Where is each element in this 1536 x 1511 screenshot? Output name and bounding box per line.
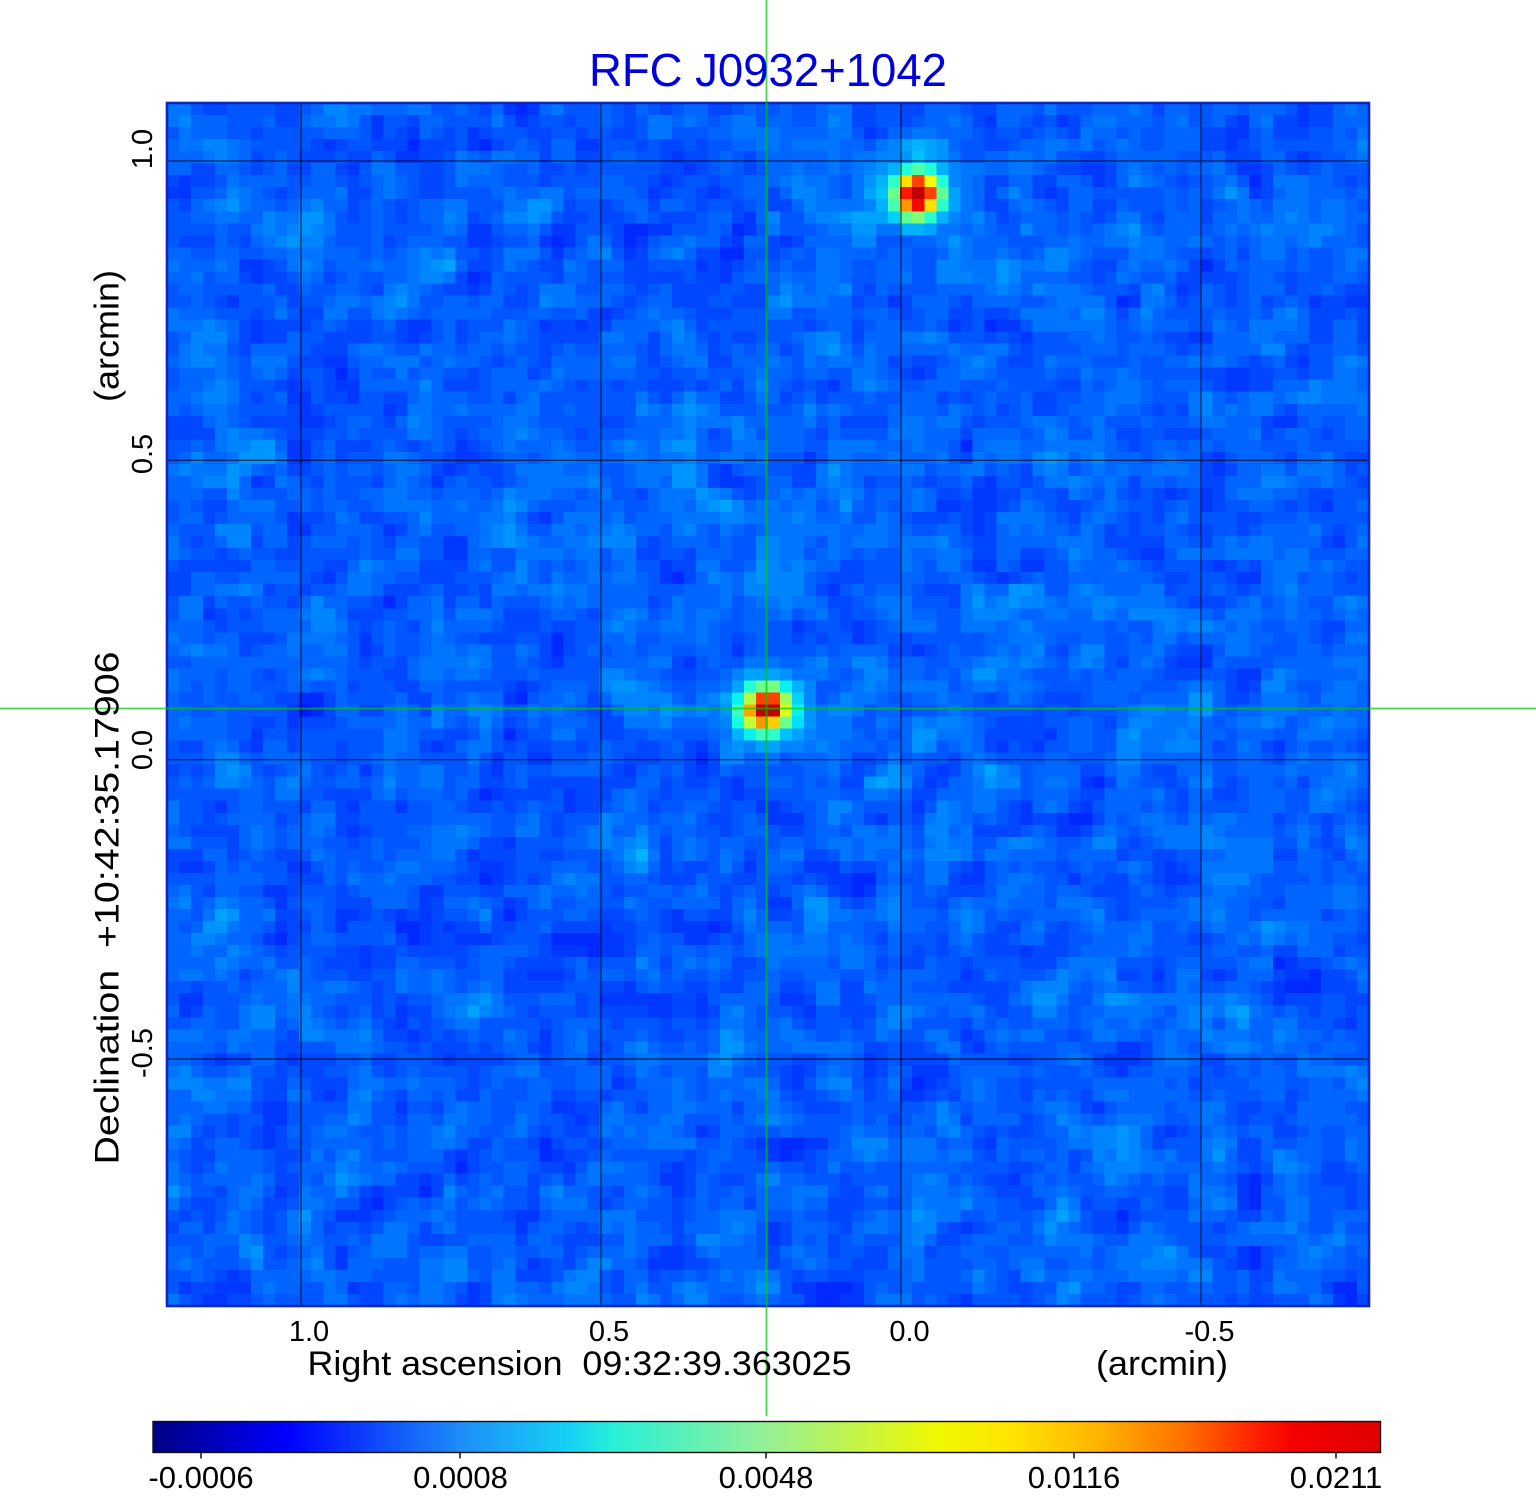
svg-text:-0.5: -0.5 — [1185, 1316, 1235, 1348]
svg-text:0.0048: 0.0048 — [719, 1460, 814, 1495]
svg-text:0.5: 0.5 — [589, 1316, 629, 1348]
svg-text:0.5: 0.5 — [127, 434, 159, 474]
svg-text:0.0: 0.0 — [889, 1316, 929, 1348]
svg-text:Declination +10:42:35.17906: Declination +10:42:35.17906 — [89, 652, 127, 1165]
svg-text:0.0116: 0.0116 — [1028, 1460, 1121, 1495]
svg-text:0.0: 0.0 — [127, 730, 159, 770]
svg-text:(arcmin): (arcmin) — [89, 270, 127, 402]
svg-text:1.0: 1.0 — [127, 129, 159, 169]
svg-text:0.0211: 0.0211 — [1290, 1460, 1383, 1495]
svg-text:(arcmin): (arcmin) — [1096, 1345, 1228, 1383]
svg-text:RFC J0932+1042: RFC J0932+1042 — [589, 44, 947, 96]
svg-text:-0.0006: -0.0006 — [148, 1460, 253, 1495]
svg-text:Right ascension 09:32:39.3630: Right ascension 09:32:39.363025 — [308, 1345, 852, 1383]
svg-text:-0.5: -0.5 — [127, 1028, 159, 1078]
svg-text:1.0: 1.0 — [289, 1316, 329, 1348]
svg-text:0.0008: 0.0008 — [413, 1460, 508, 1495]
